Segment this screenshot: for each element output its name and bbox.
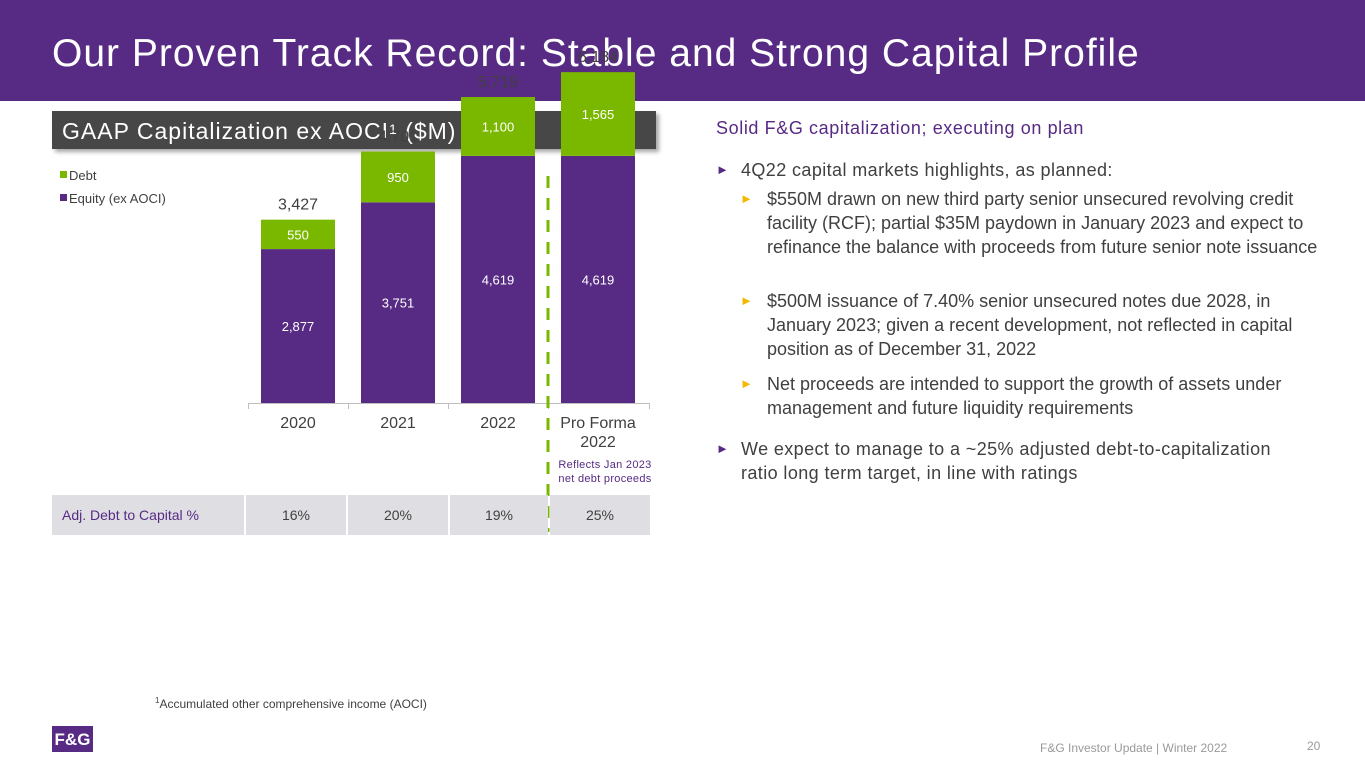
bullet-arrow-icon: ►: [740, 191, 753, 206]
bar-debt-label: 950: [387, 170, 409, 185]
bar-debt: [261, 219, 335, 250]
bullet-1b: ► $500M issuance of 7.40% senior unsecur…: [740, 289, 1320, 361]
bar-debt-label: 550: [287, 227, 309, 242]
footnote-superscript: 1: [155, 696, 160, 705]
bar-equity: [261, 249, 335, 403]
bullet-2-text: We expect to manage to a ~25% adjusted d…: [741, 439, 1271, 483]
bullet-arrow-icon: ►: [716, 441, 729, 456]
table-cell-pro-forma: 25%: [550, 495, 650, 535]
x-tick-label: 2021: [380, 415, 416, 432]
bullet-1c: ► Net proceeds are intended to support t…: [740, 372, 1320, 420]
x-tick-label: Pro Forma: [560, 415, 636, 432]
bar-equity-label: 2,877: [282, 319, 315, 334]
footnote-text: Accumulated other comprehensive income (…: [159, 697, 427, 711]
footer-text: F&G Investor Update | Winter 2022: [1040, 741, 1228, 755]
bullet-1a-text: $550M drawn on new third party senior un…: [767, 189, 1318, 257]
x-tick-label: 2020: [280, 415, 316, 432]
bullet-1-text: 4Q22 capital markets highlights, as plan…: [741, 160, 1113, 180]
bullet-1b-text: $500M issuance of 7.40% senior unsecured…: [767, 291, 1293, 359]
bar-total-label: 4,701: [378, 128, 418, 145]
bullet-2: ► We expect to manage to a ~25% adjusted…: [716, 437, 1276, 485]
table-cell-2020: 16%: [246, 495, 346, 535]
bullet-1a: ► $550M drawn on new third party senior …: [740, 187, 1320, 259]
bar-debt-label: 1,100: [482, 119, 515, 134]
bar-equity: [361, 202, 435, 403]
table-label: Adj. Debt to Capital %: [52, 495, 244, 535]
bar-debt: [561, 72, 635, 156]
legend-label-debt: Debt: [69, 168, 97, 183]
x-tick-label: 2022: [580, 434, 616, 451]
bar-equity: [461, 155, 535, 403]
section-title: GAAP Capitalization ex AOCI1 ($M): [62, 117, 456, 145]
section-title-unit: ($M): [397, 118, 457, 144]
legend-swatch-equity: [60, 194, 67, 201]
bar-equity-label: 4,619: [482, 272, 515, 287]
bullet-arrow-icon: ►: [740, 293, 753, 308]
bar-equity-label: 3,751: [382, 296, 415, 311]
right-heading: Solid F&G capitalization; executing on p…: [716, 118, 1085, 138]
bar-total-label: 6,184: [578, 49, 618, 66]
footnote: 1Accumulated other comprehensive income …: [155, 696, 427, 711]
section-header: GAAP Capitalization ex AOCI1 ($M): [52, 111, 656, 149]
bar-total-label: 3,427: [278, 197, 318, 214]
fg-logo: F&G: [52, 726, 93, 752]
bullet-arrow-icon: ►: [740, 376, 753, 391]
legend-label-equity: Equity (ex AOCI): [69, 191, 166, 206]
x-tick-label: 2022: [480, 415, 516, 432]
bullet-1: ► 4Q22 capital markets highlights, as pl…: [716, 158, 1316, 182]
bullet-1c-text: Net proceeds are intended to support the…: [767, 374, 1282, 418]
page-number: 20: [1307, 739, 1321, 753]
bar-equity: [561, 155, 635, 403]
pro-forma-note: Reflects Jan 2023 net debt proceeds: [555, 458, 655, 486]
bar-debt: [461, 97, 535, 156]
header-bar: Our Proven Track Record: Stable and Stro…: [0, 0, 1365, 101]
note-line-1: Reflects Jan 2023: [558, 459, 652, 471]
section-title-text: GAAP Capitalization ex AOCI: [62, 118, 389, 144]
bar-equity-label: 4,619: [582, 272, 615, 287]
logo-text: F&G: [55, 730, 91, 749]
page-title: Our Proven Track Record: Stable and Stro…: [52, 32, 1140, 75]
bullet-arrow-icon: ►: [716, 162, 729, 177]
table-cell-2021: 20%: [348, 495, 448, 535]
bar-debt-label: 1,565: [582, 107, 615, 122]
bar-debt: [361, 151, 435, 203]
table-cell-2022: 19%: [450, 495, 548, 535]
legend-swatch-debt: [60, 171, 67, 178]
note-line-2: net debt proceeds: [558, 473, 652, 485]
section-title-superscript: 1: [389, 121, 398, 137]
bar-total-label: 5,719: [478, 74, 518, 91]
